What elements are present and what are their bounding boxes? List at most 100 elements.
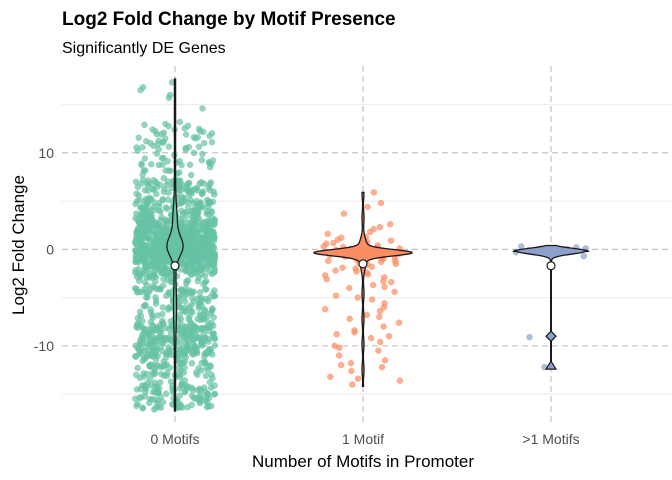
point-0-motifs — [160, 275, 167, 283]
point-0-motifs — [187, 332, 195, 339]
point-1-motif — [338, 234, 345, 241]
point-0-motifs — [149, 222, 156, 229]
point-0-motifs — [211, 292, 219, 300]
point-0-motifs — [160, 372, 168, 380]
point-1-motif — [386, 221, 394, 228]
point-0-motifs — [184, 277, 192, 284]
point-0-motifs — [207, 179, 215, 186]
point-0-motifs — [210, 322, 217, 329]
point-0-motifs — [199, 150, 206, 158]
y-tick-label: 0 — [46, 241, 54, 257]
point-0-motifs — [143, 254, 150, 262]
point-1-motif — [346, 315, 353, 323]
point-0-motifs — [176, 392, 183, 399]
point-1-motif — [335, 352, 343, 359]
point-0-motifs — [197, 316, 204, 324]
point-0-motifs — [153, 339, 161, 346]
median-markers — [170, 259, 556, 271]
point-0-motifs — [198, 359, 205, 367]
jitter-points — [131, 79, 589, 413]
point-0-motifs — [149, 322, 156, 329]
point-0-motifs — [206, 327, 213, 335]
point-0-motifs — [145, 399, 153, 407]
point-0-motifs — [178, 207, 185, 215]
point-0-motifs — [183, 385, 191, 392]
point-0-motifs — [200, 251, 207, 258]
x-tick-label: 1 Motif — [342, 431, 384, 447]
point-0-motifs — [205, 158, 213, 166]
point-0-motifs — [166, 304, 173, 312]
point-1-motif — [395, 319, 403, 326]
point-0-motifs — [144, 293, 151, 301]
point-0-motifs — [152, 178, 159, 186]
point-0-motifs — [162, 120, 169, 128]
point-0-motifs — [177, 374, 184, 381]
point-0-motifs — [162, 334, 169, 342]
violin-0-motifs — [166, 78, 184, 412]
point-0-motifs — [142, 355, 149, 362]
point-0-motifs — [190, 322, 198, 330]
point-0-motifs — [149, 351, 156, 358]
point-0-motifs — [147, 306, 154, 313]
point-0-motifs — [135, 192, 142, 199]
point-0-motifs — [164, 205, 171, 212]
point-0-motifs — [161, 185, 168, 193]
point-0-motifs — [211, 382, 218, 389]
point-0-motifs — [187, 229, 194, 236]
point-0-motifs — [211, 234, 218, 241]
point-0-motifs — [204, 366, 212, 374]
point-1-motif — [332, 292, 340, 299]
point-gt1-motifs — [580, 252, 588, 260]
point-0-motifs — [151, 199, 158, 206]
point-0-motifs — [134, 345, 142, 352]
point-0-motifs — [132, 353, 139, 360]
point-0-motifs — [139, 334, 147, 342]
point-0-motifs — [146, 375, 154, 383]
point-0-motifs — [134, 147, 141, 154]
point-0-motifs — [140, 167, 147, 174]
point-0-motifs — [152, 250, 159, 258]
point-0-motifs — [165, 143, 173, 150]
x-tick-label: >1 Motifs — [522, 431, 579, 447]
point-0-motifs — [204, 230, 211, 238]
point-0-motifs — [201, 307, 208, 315]
point-0-motifs — [160, 129, 168, 136]
median-marker — [358, 259, 368, 269]
point-0-motifs — [133, 241, 140, 249]
point-0-motifs — [139, 405, 147, 412]
point-0-motifs — [180, 220, 188, 228]
point-0-motifs — [152, 294, 159, 301]
point-0-motifs — [208, 130, 216, 137]
point-0-motifs — [195, 143, 203, 150]
point-0-motifs — [167, 167, 174, 175]
point-0-motifs — [162, 216, 169, 223]
point-0-motifs — [134, 248, 141, 256]
point-1-motif — [368, 296, 376, 303]
point-0-motifs — [179, 199, 186, 206]
point-0-motifs — [195, 244, 202, 252]
point-0-motifs — [136, 322, 144, 330]
point-0-motifs — [205, 346, 213, 353]
point-0-motifs — [211, 335, 218, 343]
point-0-motifs — [141, 278, 149, 286]
point-0-motifs — [176, 364, 183, 372]
point-0-motifs — [200, 140, 208, 147]
point-0-motifs — [134, 289, 141, 296]
point-0-motifs — [165, 94, 173, 102]
point-0-motifs — [184, 122, 192, 130]
point-1-motif — [388, 278, 395, 286]
point-0-motifs — [166, 326, 173, 333]
chart-title: Log2 Fold Change by Motif Presence — [62, 9, 396, 30]
point-0-motifs — [158, 246, 166, 253]
point-1-motif — [380, 304, 388, 311]
point-0-motifs — [196, 289, 204, 296]
point-0-motifs — [163, 390, 170, 397]
point-1-motif — [380, 278, 387, 285]
point-0-motifs — [141, 204, 149, 211]
point-0-motifs — [155, 207, 162, 214]
point-0-motifs — [188, 223, 196, 230]
point-1-motif — [396, 377, 403, 384]
point-0-motifs — [133, 386, 141, 393]
point-0-motifs — [138, 351, 145, 358]
point-0-motifs — [147, 329, 155, 336]
